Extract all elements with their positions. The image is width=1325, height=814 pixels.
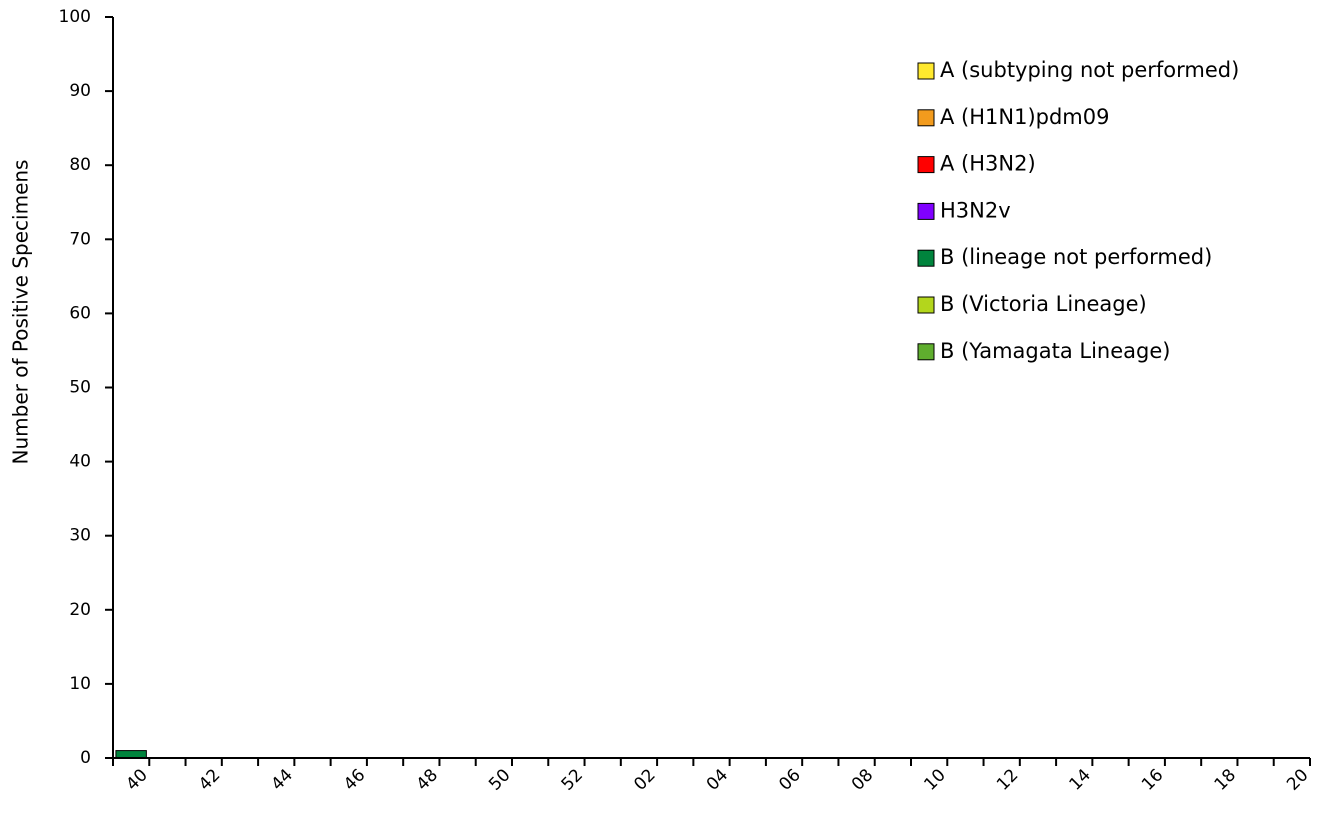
- y-tick-label: 60: [69, 303, 91, 323]
- legend-swatch: [917, 343, 935, 361]
- y-tick-label: 40: [69, 452, 91, 472]
- legend-label: H3N2v: [940, 198, 1011, 222]
- y-tick-label: 100: [59, 7, 91, 27]
- x-tick-label: 48: [413, 765, 442, 794]
- legend-swatch: [917, 109, 935, 127]
- y-tick-label: 70: [69, 229, 91, 249]
- y-axis-label: Number of Positive Specimens: [9, 160, 33, 465]
- x-tick-label: 06: [775, 765, 804, 794]
- legend-swatch: [917, 296, 935, 314]
- y-tick-label: 20: [69, 600, 91, 620]
- x-tick-label: 14: [1066, 765, 1095, 794]
- y-tick-label: 0: [80, 748, 91, 768]
- legend-label: A (H3N2): [940, 152, 1036, 176]
- x-tick-label: 52: [558, 765, 587, 794]
- x-tick-label: 04: [703, 765, 732, 794]
- y-tick-label: 90: [69, 81, 91, 101]
- x-tick-label: 16: [1138, 765, 1167, 794]
- x-tick-label: 12: [993, 765, 1022, 794]
- x-tick-label: 10: [920, 765, 949, 794]
- x-tick-label: 40: [122, 765, 151, 794]
- legend-swatch: [917, 156, 935, 174]
- legend-swatch: [917, 62, 935, 80]
- legend-swatch: [917, 202, 935, 220]
- x-tick-label: 46: [340, 765, 369, 794]
- legend-label: B (Victoria Lineage): [940, 292, 1147, 316]
- x-tick-label: 08: [848, 765, 877, 794]
- y-tick-label: 30: [69, 526, 91, 546]
- x-tick-label: 02: [630, 765, 659, 794]
- x-tick-label: 18: [1211, 765, 1240, 794]
- bar-segment: [115, 750, 147, 759]
- x-tick-label: 20: [1283, 765, 1312, 794]
- x-tick-label: 42: [195, 765, 224, 794]
- legend-label: B (Yamagata Lineage): [940, 339, 1170, 363]
- legend-label: B (lineage not performed): [940, 245, 1212, 269]
- y-tick-label: 10: [69, 674, 91, 694]
- x-tick-label: 50: [485, 765, 514, 794]
- y-tick-label: 50: [69, 378, 91, 398]
- legend-swatch: [917, 249, 935, 267]
- legend-label: A (subtyping not performed): [940, 58, 1239, 82]
- y-tick-label: 80: [69, 155, 91, 175]
- legend-label: A (H1N1)pdm09: [940, 105, 1110, 129]
- x-tick-label: 44: [268, 765, 297, 794]
